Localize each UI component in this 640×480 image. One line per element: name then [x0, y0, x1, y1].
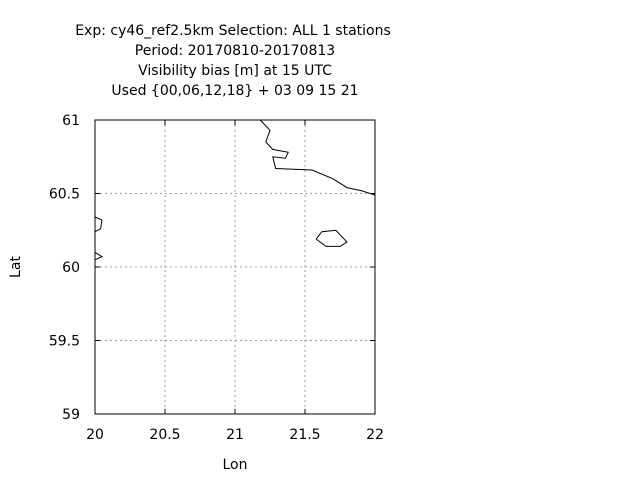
y-tick-label-2: 60 [62, 260, 80, 276]
chart-title: Exp: cy46_ref2.5km Selection: ALL 1 stat… [75, 23, 391, 99]
x-tick-label-2: 21 [226, 427, 244, 443]
y-tick-label-0: 59 [62, 407, 80, 423]
y-tick-labels: 59 59.5 60 60.5 61 [49, 113, 375, 423]
x-tick-label-0: 20 [86, 427, 104, 443]
y-tick-label-3: 60.5 [49, 187, 80, 203]
coastlines [94, 119, 376, 261]
y-axis-label: Lat [8, 256, 24, 278]
title-line-1: Exp: cy46_ref2.5km Selection: ALL 1 stat… [75, 23, 391, 39]
coastline-2 [315, 229, 348, 247]
y-tick-label-4: 61 [62, 113, 80, 129]
grid [95, 120, 375, 414]
x-axis-label: Lon [223, 457, 248, 473]
title-line-2: Period: 20170810-20170813 [135, 43, 335, 59]
x-tick-label-4: 22 [366, 427, 384, 443]
x-tick-label-3: 21.5 [289, 427, 320, 443]
title-line-4: Used {00,06,12,18} + 03 09 15 21 [111, 83, 358, 99]
x-tick-label-1: 20.5 [149, 427, 180, 443]
coastline-1 [259, 119, 376, 196]
coastline-3 [94, 216, 103, 233]
y-tick-label-1: 59.5 [49, 334, 80, 350]
title-line-3: Visibility bias [m] at 15 UTC [138, 63, 332, 79]
x-tick-labels: 20 20.5 21 21.5 22 [86, 120, 384, 443]
coastline-4 [94, 251, 104, 261]
